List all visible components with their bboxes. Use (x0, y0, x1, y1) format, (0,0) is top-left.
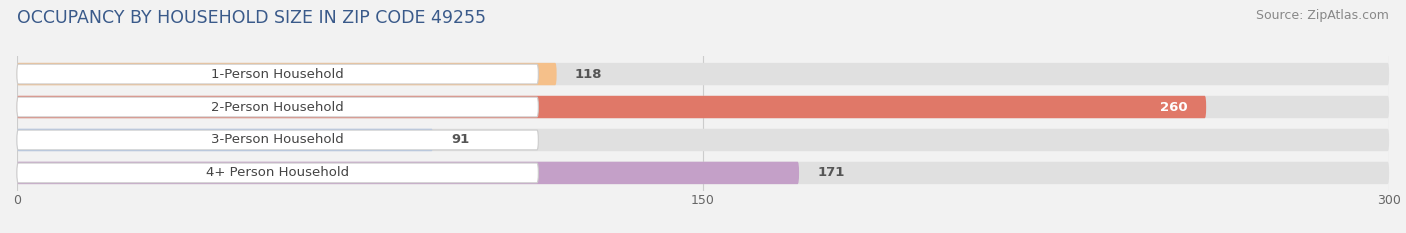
Text: 1-Person Household: 1-Person Household (211, 68, 344, 81)
FancyBboxPatch shape (17, 63, 557, 85)
FancyBboxPatch shape (17, 63, 1389, 85)
FancyBboxPatch shape (17, 64, 538, 84)
FancyBboxPatch shape (17, 162, 1389, 184)
Text: 3-Person Household: 3-Person Household (211, 134, 344, 147)
FancyBboxPatch shape (17, 96, 1206, 118)
Text: 171: 171 (817, 166, 845, 179)
Text: 4+ Person Household: 4+ Person Household (207, 166, 349, 179)
FancyBboxPatch shape (17, 129, 433, 151)
FancyBboxPatch shape (17, 130, 538, 150)
Text: OCCUPANCY BY HOUSEHOLD SIZE IN ZIP CODE 49255: OCCUPANCY BY HOUSEHOLD SIZE IN ZIP CODE … (17, 9, 486, 27)
Text: 91: 91 (451, 134, 470, 147)
FancyBboxPatch shape (17, 129, 1389, 151)
FancyBboxPatch shape (17, 96, 1389, 118)
Text: 260: 260 (1160, 100, 1188, 113)
FancyBboxPatch shape (17, 162, 799, 184)
Text: 118: 118 (575, 68, 602, 81)
Text: Source: ZipAtlas.com: Source: ZipAtlas.com (1256, 9, 1389, 22)
Text: 2-Person Household: 2-Person Household (211, 100, 344, 113)
FancyBboxPatch shape (17, 163, 538, 183)
FancyBboxPatch shape (17, 97, 538, 117)
